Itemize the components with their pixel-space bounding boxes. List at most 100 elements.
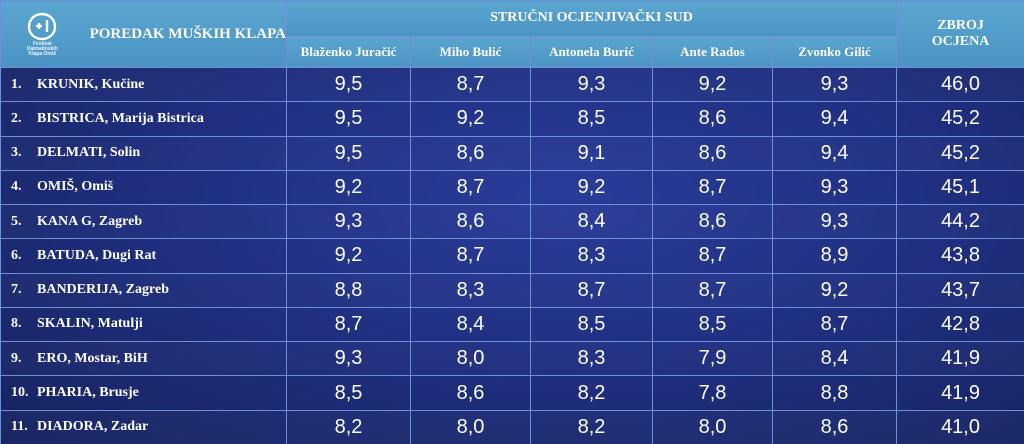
klapa-name: KANA G, Zagreb: [37, 213, 143, 229]
judge-header: Blaženko Juračić: [286, 35, 411, 69]
judge-score-cell: 8,7: [652, 238, 773, 274]
rank-number: 8.: [11, 316, 22, 332]
judge-score-cell: 9,3: [771, 66, 898, 103]
total-score-cell: 45,2: [896, 101, 1024, 137]
total-score-cell: 41,0: [896, 409, 1024, 444]
judge-header: Miho Bulić: [410, 35, 531, 69]
total-score-cell: 45,2: [896, 135, 1024, 171]
klapa-cell: 5. KANA G, Zagreb: [0, 204, 287, 240]
judge-score-cell: 8,5: [652, 306, 773, 343]
klapa-cell: 6. BATUDA, Dugi Rat: [0, 238, 287, 274]
judge-score-cell: 8,2: [530, 409, 653, 444]
judge-score-cell: 9,2: [286, 238, 411, 274]
klapa-cell: 4. OMIŠ, Omiš: [0, 169, 287, 206]
klapa-name: BATUDA, Dugi Rat: [37, 247, 157, 263]
rank-number: 9.: [11, 350, 22, 366]
klapa-name: DIADORA, Zadar: [37, 419, 149, 435]
klapa-cell: 3. DELMATI, Solin: [0, 135, 287, 171]
total-score-cell: 46,0: [896, 66, 1024, 103]
judge-score-cell: 8,6: [652, 204, 773, 240]
judge-score-cell: 8,3: [530, 238, 653, 274]
table-row: 8. SKALIN, Matulji 8,7 8,4 8,5 8,5 8,7 42,8: [0, 306, 1024, 343]
klapa-cell: 11. DIADORA, Zadar: [0, 409, 287, 444]
ranking-header: Festival Dalmatinskih Klapa Omiš POREDAK…: [0, 0, 287, 68]
judge-score-cell: 9,3: [530, 66, 653, 103]
klapa-cell: 1. KRUNIK, Kučine: [0, 66, 287, 103]
judge-score-cell: 9,3: [286, 341, 411, 377]
judge-score-cell: 8,7: [410, 238, 531, 274]
judge-score-cell: 8,7: [771, 306, 898, 343]
judge-score-cell: 8,7: [530, 272, 653, 308]
klapa-name: BANDERIJA, Zagreb: [37, 282, 169, 298]
judge-score-cell: 8,6: [771, 409, 898, 444]
judge-header: Antonela Burić: [530, 35, 653, 69]
klapa-name: PHARIA, Brusje: [37, 385, 139, 401]
judge-score-cell: 8,6: [652, 135, 773, 171]
klapa-cell: 9. ERO, Mostar, BiH: [0, 341, 287, 377]
judge-score-cell: 9,2: [410, 101, 531, 137]
table-row: 5. KANA G, Zagreb 9,3 8,6 8,4 8,6 9,3 44,2: [0, 204, 1024, 240]
judge-score-cell: 8,5: [286, 375, 411, 411]
judge-score-cell: 8,7: [652, 272, 773, 308]
judge-score-cell: 9,1: [530, 135, 653, 171]
table-row: 1. KRUNIK, Kučine 9,5 8,7 9,3 9,2 9,3 46,0: [0, 66, 1024, 103]
judge-score-cell: 8,9: [771, 238, 898, 274]
rank-number: 2.: [11, 110, 22, 126]
rank-number: 4.: [11, 179, 22, 195]
table-row: 4. OMIŠ, Omiš 9,2 8,7 9,2 8,7 9,3 45,1: [0, 169, 1024, 206]
judge-header: Ante Rados: [652, 35, 773, 69]
judge-score-cell: 9,4: [771, 101, 898, 137]
table-row: 3. DELMATI, Solin 9,5 8,6 9,1 8,6 9,4 45,2: [0, 135, 1024, 171]
judge-score-cell: 8,7: [410, 169, 531, 206]
judge-score-cell: 8,8: [286, 272, 411, 308]
rank-number: 3.: [11, 145, 22, 161]
total-score-cell: 42,8: [896, 306, 1024, 343]
klapa-name: ERO, Mostar, BiH: [37, 350, 148, 366]
judge-score-cell: 8,3: [530, 341, 653, 377]
judge-score-cell: 8,4: [410, 306, 531, 343]
table-row: 2. BISTRICA, Marija Bistrica 9,5 9,2 8,5 8,6 9…: [0, 101, 1024, 137]
total-score-cell: 43,8: [896, 238, 1024, 274]
klapa-cell: 2. BISTRICA, Marija Bistrica: [0, 101, 287, 137]
logo-text-line-1: Festival: [32, 40, 52, 47]
total-score-cell: 41,9: [896, 375, 1024, 411]
judge-score-cell: 9,2: [652, 66, 773, 103]
judge-score-cell: 8,0: [410, 341, 531, 377]
judge-score-cell: 8,0: [652, 409, 773, 444]
table-row: 7. BANDERIJA, Zagreb 8,8 8,3 8,7 8,7 9,2 43,7: [0, 272, 1024, 308]
judge-score-cell: 8,5: [530, 101, 653, 137]
judge-score-cell: 9,2: [286, 169, 411, 206]
judge-score-cell: 9,5: [286, 66, 411, 103]
rank-number: 10.: [11, 385, 29, 401]
judge-score-cell: 8,2: [530, 375, 653, 411]
klapa-name: BISTRICA, Marija Bistrica: [37, 110, 204, 126]
table-row: 11. DIADORA, Zadar 8,2 8,0 8,2 8,0 8,6 41,0: [0, 409, 1024, 444]
judge-score-cell: 8,0: [410, 409, 531, 444]
judge-score-cell: 8,6: [410, 135, 531, 171]
logo-text-line-2: Dalmatinskih: [26, 45, 58, 52]
judge-score-cell: 8,7: [652, 169, 773, 206]
klapa-name: DELMATI, Solin: [37, 145, 141, 161]
logo-text-line-3: Klapa Omiš: [28, 50, 57, 57]
judge-score-cell: 8,6: [652, 101, 773, 137]
rank-number: 6.: [11, 247, 22, 263]
judge-score-cell: 8,4: [530, 204, 653, 240]
klapa-cell: 10. PHARIA, Brusje: [0, 375, 287, 411]
judge-score-cell: 7,8: [652, 375, 773, 411]
klapa-cell: 8. SKALIN, Matulji: [0, 306, 287, 343]
festival-logo-icon: [28, 12, 57, 40]
klapa-name: SKALIN, Matulji: [37, 316, 143, 332]
table-row: 9. ERO, Mostar, BiH 9,3 8,0 8,3 7,9 8,4 41,9: [0, 341, 1024, 377]
table-row: 6. BATUDA, Dugi Rat 9,2 8,7 8,3 8,7 8,9 43,8: [0, 238, 1024, 274]
total-score-cell: 41,9: [896, 341, 1024, 377]
klapa-name: KRUNIK, Kučine: [37, 76, 145, 92]
rank-number: 11.: [11, 419, 28, 435]
total-label-line-1: ZBROJ: [937, 18, 984, 33]
judge-score-cell: 9,4: [771, 135, 898, 171]
judge-score-cell: 8,7: [410, 66, 531, 103]
judge-score-cell: 7,9: [652, 341, 773, 377]
total-score-cell: 45,1: [896, 169, 1024, 206]
judge-header: Zvonko Gilić: [771, 35, 898, 69]
